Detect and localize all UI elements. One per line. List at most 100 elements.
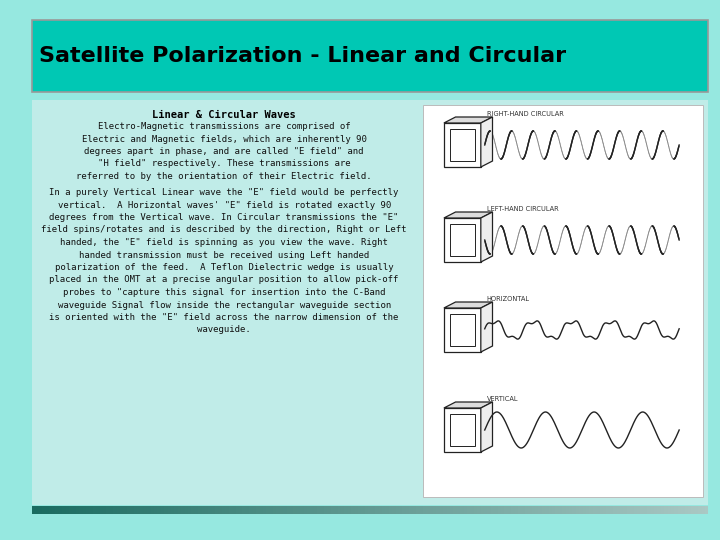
Bar	[66, 506, 69, 514]
Bar	[610, 506, 613, 514]
Bar	[73, 506, 76, 514]
Bar	[705, 506, 708, 514]
Bar	[134, 506, 137, 514]
Bar	[99, 506, 103, 514]
Bar	[205, 506, 209, 514]
Bar	[552, 506, 555, 514]
Bar	[579, 506, 582, 514]
Bar	[188, 506, 192, 514]
Bar	[651, 506, 654, 514]
Polygon shape	[444, 218, 481, 262]
Bar	[307, 506, 310, 514]
Bar	[501, 506, 504, 514]
Bar	[35, 506, 38, 514]
Bar	[685, 506, 688, 514]
Bar	[596, 506, 600, 514]
Text: RIGHT-HAND CIRCULAR: RIGHT-HAND CIRCULAR	[487, 111, 564, 117]
Bar	[423, 506, 426, 514]
Bar	[273, 506, 276, 514]
Bar	[310, 506, 314, 514]
Bar	[701, 506, 705, 514]
FancyBboxPatch shape	[423, 105, 703, 497]
Bar	[235, 506, 239, 514]
Bar	[695, 506, 698, 514]
Polygon shape	[444, 212, 492, 218]
Bar	[637, 506, 640, 514]
Bar	[324, 506, 328, 514]
Bar	[576, 506, 579, 514]
Bar	[192, 506, 195, 514]
Bar	[484, 506, 487, 514]
Bar	[405, 506, 409, 514]
Polygon shape	[444, 123, 481, 167]
Bar	[344, 506, 348, 514]
Bar	[202, 506, 205, 514]
Bar	[450, 506, 454, 514]
Bar	[413, 506, 416, 514]
Bar	[123, 506, 127, 514]
Bar	[385, 506, 389, 514]
Bar	[582, 506, 586, 514]
Bar	[314, 506, 318, 514]
Bar	[511, 506, 515, 514]
Bar	[351, 506, 355, 514]
Bar	[691, 506, 695, 514]
Bar	[110, 506, 113, 514]
Bar	[140, 506, 144, 514]
Bar	[430, 506, 433, 514]
Bar	[130, 506, 134, 514]
Bar	[174, 506, 178, 514]
Bar	[348, 506, 351, 514]
Bar	[606, 506, 610, 514]
Bar	[148, 506, 150, 514]
Bar	[161, 506, 164, 514]
Bar	[521, 506, 525, 514]
Bar	[209, 506, 212, 514]
Bar	[531, 506, 535, 514]
Bar	[456, 506, 460, 514]
Bar	[535, 506, 539, 514]
Bar	[664, 506, 667, 514]
Bar	[62, 506, 66, 514]
Bar	[494, 506, 498, 514]
Bar	[555, 506, 559, 514]
Bar	[392, 506, 395, 514]
Bar	[144, 506, 148, 514]
Bar	[229, 506, 233, 514]
Bar	[671, 506, 675, 514]
Bar	[678, 506, 681, 514]
Text: Satellite Polarization - Linear and Circular: Satellite Polarization - Linear and Circ…	[40, 46, 567, 66]
Bar	[55, 506, 59, 514]
Bar	[334, 506, 338, 514]
Bar	[225, 506, 229, 514]
Bar	[185, 506, 188, 514]
Bar	[616, 506, 620, 514]
Bar	[630, 506, 634, 514]
Bar	[355, 506, 358, 514]
Bar	[280, 506, 283, 514]
Polygon shape	[444, 302, 492, 308]
Bar	[541, 506, 545, 514]
Bar	[395, 506, 399, 514]
Bar	[515, 506, 518, 514]
Bar	[249, 506, 253, 514]
Bar	[76, 506, 79, 514]
Bar	[487, 506, 491, 514]
Polygon shape	[444, 402, 492, 408]
Bar	[341, 506, 344, 514]
Bar	[320, 506, 324, 514]
Bar	[212, 506, 215, 514]
Bar	[593, 506, 596, 514]
Bar	[215, 506, 219, 514]
Bar	[331, 506, 334, 514]
FancyBboxPatch shape	[32, 100, 708, 505]
Bar	[539, 506, 541, 514]
Bar	[164, 506, 168, 514]
Bar	[525, 506, 528, 514]
Bar	[436, 506, 440, 514]
Bar	[266, 506, 270, 514]
Polygon shape	[444, 408, 481, 452]
Bar	[45, 506, 49, 514]
Bar	[688, 506, 691, 514]
Bar	[246, 506, 249, 514]
